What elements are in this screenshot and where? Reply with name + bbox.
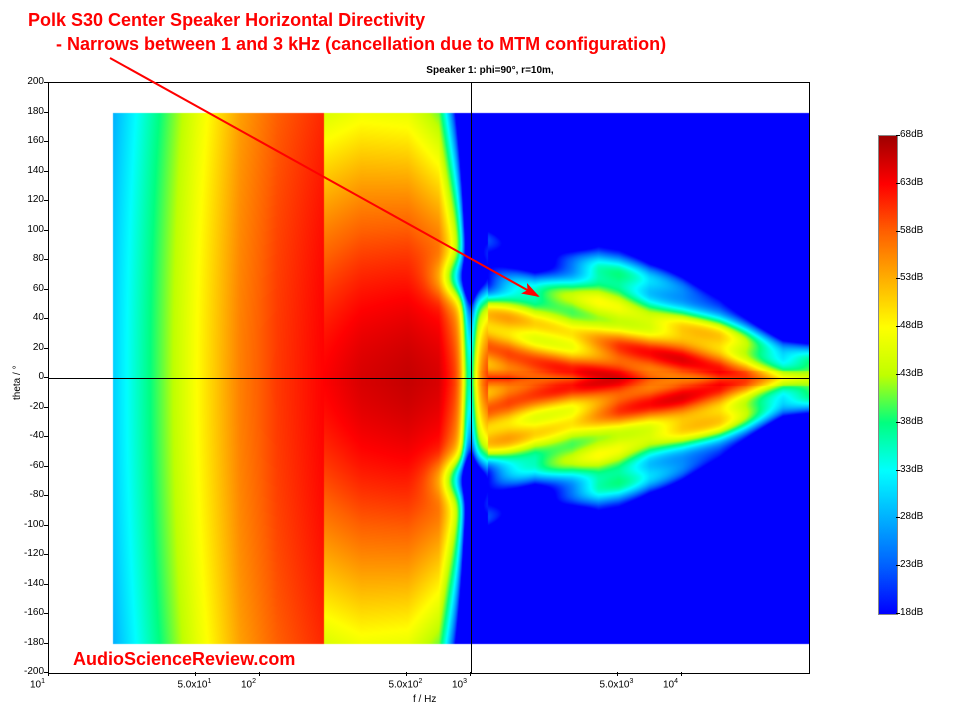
- y-tick-label: 40: [8, 312, 44, 323]
- colorbar-tick-label: 68dB: [900, 129, 923, 140]
- y-tick-label: 20: [8, 342, 44, 353]
- x-tick-mark: [617, 672, 618, 676]
- x-tick-mark: [406, 672, 407, 676]
- x-axis-label: f / Hz: [413, 694, 436, 705]
- y-tick-label: -80: [8, 489, 44, 500]
- y-tick-mark: [44, 495, 48, 496]
- directivity-heatmap-plot: [48, 82, 810, 674]
- y-tick-label: 100: [8, 224, 44, 235]
- colorbar-tick-mark: [896, 135, 900, 136]
- y-tick-mark: [44, 554, 48, 555]
- colorbar-tick-label: 53dB: [900, 272, 923, 283]
- colorbar: [878, 135, 898, 615]
- colorbar-tick-label: 58dB: [900, 225, 923, 236]
- y-tick-label: 80: [8, 253, 44, 264]
- y-tick-mark: [44, 348, 48, 349]
- y-tick-label: 120: [8, 194, 44, 205]
- figure-container: { "title": { "line1": "Polk S30 Center S…: [0, 0, 969, 719]
- y-tick-mark: [44, 82, 48, 83]
- y-tick-mark: [44, 318, 48, 319]
- y-tick-mark: [44, 112, 48, 113]
- crosshair-horizontal: [49, 378, 809, 379]
- colorbar-tick-label: 43dB: [900, 368, 923, 379]
- colorbar-canvas: [879, 136, 897, 614]
- colorbar-tick-label: 23dB: [900, 559, 923, 570]
- y-tick-mark: [44, 613, 48, 614]
- y-tick-mark: [44, 259, 48, 260]
- colorbar-tick-label: 33dB: [900, 464, 923, 475]
- x-tick-mark: [259, 672, 260, 676]
- colorbar-tick-mark: [896, 326, 900, 327]
- y-tick-label: -180: [8, 637, 44, 648]
- y-tick-mark: [44, 200, 48, 201]
- y-tick-label: -20: [8, 401, 44, 412]
- colorbar-tick-mark: [896, 278, 900, 279]
- y-tick-mark: [44, 141, 48, 142]
- colorbar-tick-mark: [896, 470, 900, 471]
- colorbar-tick-label: 18dB: [900, 607, 923, 618]
- y-tick-mark: [44, 525, 48, 526]
- y-tick-label: -160: [8, 607, 44, 618]
- y-tick-mark: [44, 289, 48, 290]
- y-tick-mark: [44, 377, 48, 378]
- colorbar-tick-label: 48dB: [900, 320, 923, 331]
- y-tick-label: 60: [8, 283, 44, 294]
- colorbar-tick-label: 28dB: [900, 511, 923, 522]
- colorbar-tick-label: 38dB: [900, 416, 923, 427]
- x-tick-label: 104: [663, 678, 678, 690]
- x-tick-label: 5.0x103: [599, 678, 633, 690]
- y-tick-mark: [44, 407, 48, 408]
- y-tick-label: -100: [8, 519, 44, 530]
- x-tick-mark: [195, 672, 196, 676]
- y-tick-label: 0: [8, 371, 44, 382]
- colorbar-tick-mark: [896, 422, 900, 423]
- y-tick-label: -60: [8, 460, 44, 471]
- y-tick-label: 200: [8, 76, 44, 87]
- y-tick-mark: [44, 643, 48, 644]
- title-line-1: Polk S30 Center Speaker Horizontal Direc…: [28, 8, 666, 32]
- x-tick-mark: [48, 672, 49, 676]
- y-tick-label: 160: [8, 135, 44, 146]
- x-tick-label: 101: [30, 678, 45, 690]
- y-tick-mark: [44, 466, 48, 467]
- y-tick-mark: [44, 584, 48, 585]
- y-tick-mark: [44, 230, 48, 231]
- colorbar-tick-label: 63dB: [900, 177, 923, 188]
- x-tick-mark: [470, 672, 471, 676]
- y-tick-label: -140: [8, 578, 44, 589]
- y-tick-mark: [44, 171, 48, 172]
- colorbar-tick-mark: [896, 183, 900, 184]
- x-tick-label: 5.0x102: [388, 678, 422, 690]
- y-tick-label: -120: [8, 548, 44, 559]
- title-line-2: - Narrows between 1 and 3 kHz (cancellat…: [56, 32, 666, 56]
- x-tick-mark: [681, 672, 682, 676]
- plot-parameters-label: Speaker 1: phi=90°, r=10m,: [290, 65, 690, 76]
- chart-title: Polk S30 Center Speaker Horizontal Direc…: [28, 8, 666, 57]
- colorbar-tick-mark: [896, 231, 900, 232]
- colorbar-tick-mark: [896, 374, 900, 375]
- colorbar-tick-mark: [896, 565, 900, 566]
- y-tick-label: -200: [8, 666, 44, 677]
- x-tick-label: 5.0x101: [177, 678, 211, 690]
- y-tick-label: 140: [8, 165, 44, 176]
- crosshair-vertical: [471, 83, 472, 673]
- y-tick-mark: [44, 436, 48, 437]
- colorbar-tick-mark: [896, 517, 900, 518]
- y-tick-label: 180: [8, 106, 44, 117]
- colorbar-tick-mark: [896, 613, 900, 614]
- x-tick-label: 102: [241, 678, 256, 690]
- watermark-text: AudioScienceReview.com: [73, 649, 295, 670]
- x-tick-label: 103: [452, 678, 467, 690]
- y-tick-label: -40: [8, 430, 44, 441]
